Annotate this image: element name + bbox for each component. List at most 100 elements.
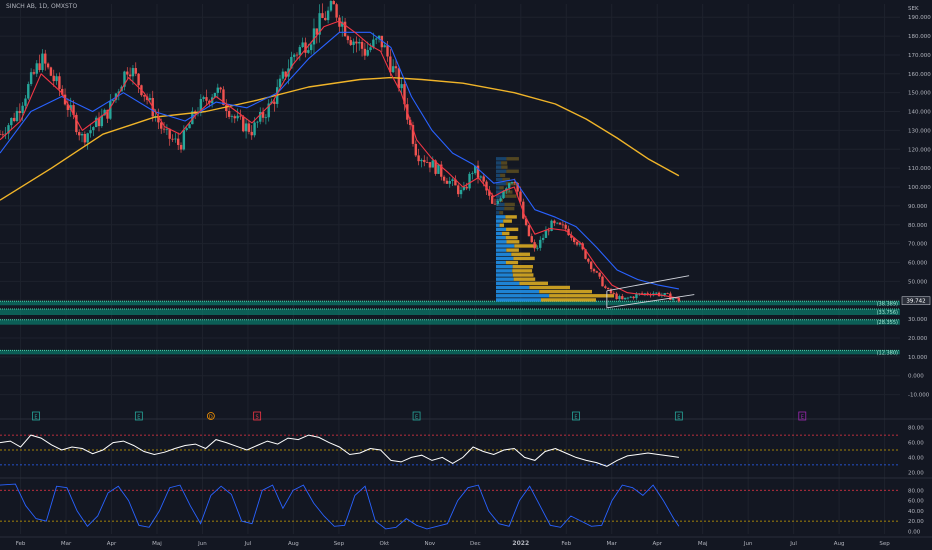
volume-profile-bar-down bbox=[503, 190, 513, 194]
upcoming-marker bbox=[798, 411, 807, 421]
candle-body bbox=[539, 239, 542, 248]
stoch-line bbox=[0, 483, 680, 530]
sma-long-line bbox=[0, 76, 680, 201]
candle-body bbox=[386, 45, 389, 57]
volume-profile-bar-up bbox=[496, 248, 507, 252]
candle-body bbox=[372, 39, 375, 48]
candle-body bbox=[188, 124, 191, 129]
candle-body bbox=[556, 222, 559, 224]
candle-body bbox=[117, 91, 120, 94]
candle-body bbox=[377, 35, 381, 39]
volume-profile-bar-down bbox=[504, 206, 515, 211]
candle-body bbox=[567, 228, 570, 236]
volume-profile-bar-up bbox=[496, 244, 515, 248]
candle-body bbox=[394, 66, 398, 69]
candle-body bbox=[222, 89, 225, 106]
candle-body bbox=[157, 116, 160, 123]
candle-body bbox=[423, 159, 426, 163]
volume-profile-bar-down bbox=[506, 157, 519, 161]
candle-body bbox=[264, 117, 268, 119]
stoch-pane: 0.00 20.00 40.00 60.00 80.00 bbox=[0, 483, 924, 535]
price-tick-label: 70.000 bbox=[908, 242, 928, 248]
volume-profile-bar-down bbox=[506, 169, 519, 173]
candle-body bbox=[573, 237, 576, 242]
candle-body bbox=[454, 179, 457, 186]
candle-body bbox=[324, 17, 327, 21]
time-tick-label: Dec bbox=[470, 541, 481, 547]
volume-profile-bar-up bbox=[496, 161, 502, 165]
candle-body bbox=[21, 105, 24, 113]
candle-body bbox=[380, 35, 384, 48]
candle-body bbox=[355, 41, 358, 44]
candle-body bbox=[329, 1, 333, 11]
candle-body bbox=[635, 293, 638, 299]
candle-body bbox=[530, 236, 533, 243]
candle-body bbox=[49, 67, 53, 76]
candle-body bbox=[341, 21, 344, 27]
candle-body bbox=[411, 124, 415, 144]
price-tick-label: 60.000 bbox=[908, 260, 928, 266]
candle-body bbox=[202, 97, 205, 99]
candle-body bbox=[253, 122, 256, 136]
price-tick-label: 0.000 bbox=[908, 374, 924, 380]
candle-body bbox=[52, 75, 55, 82]
candle-body bbox=[109, 100, 112, 119]
volume-profile-bar-down bbox=[501, 161, 508, 165]
candle-body bbox=[177, 138, 180, 145]
candle-body bbox=[496, 200, 500, 204]
candle-body bbox=[375, 38, 378, 40]
candle-body bbox=[44, 53, 47, 64]
candle-body bbox=[18, 110, 21, 113]
split-marker bbox=[253, 411, 262, 421]
candle-body bbox=[94, 117, 98, 128]
volume-profile-bar-down bbox=[512, 265, 533, 269]
candle-body bbox=[69, 105, 72, 110]
candle-body bbox=[179, 144, 183, 150]
event-marker-label: E bbox=[137, 415, 140, 421]
ema-fast-line bbox=[0, 20, 679, 299]
candle-body bbox=[24, 98, 27, 106]
candle-body bbox=[598, 272, 601, 277]
support-zones: (38.389) (33.756) (28.355) (12.380) bbox=[0, 300, 900, 356]
candle-body bbox=[41, 53, 44, 71]
volume-profile-bar-down bbox=[541, 298, 596, 302]
volume-profile-bar-up bbox=[496, 157, 507, 161]
time-tick-label: Sep bbox=[334, 541, 345, 547]
time-tick-label: Feb bbox=[561, 541, 571, 547]
candle-body bbox=[618, 296, 621, 300]
candle-body bbox=[606, 287, 610, 290]
candle-body bbox=[564, 224, 567, 229]
candle-body bbox=[663, 293, 666, 295]
last-price-tag bbox=[901, 296, 931, 305]
candle-body bbox=[575, 241, 579, 245]
candle-body bbox=[307, 50, 310, 53]
candle-body bbox=[519, 191, 522, 202]
candle-body bbox=[550, 220, 553, 231]
volume-profile-bar-up bbox=[496, 289, 540, 294]
candle-body bbox=[400, 84, 403, 89]
candle-body bbox=[295, 54, 299, 56]
candle-body bbox=[244, 123, 248, 132]
candle-body bbox=[589, 261, 593, 270]
candle-body bbox=[343, 21, 347, 37]
volume-profile-bar-down bbox=[506, 227, 519, 232]
candle-body bbox=[134, 68, 137, 74]
candle-body bbox=[507, 183, 511, 189]
volume-profile bbox=[496, 157, 614, 302]
candle-body bbox=[595, 271, 599, 273]
volume-profile-bar-down bbox=[512, 273, 534, 277]
price-tick-label: 190.000 bbox=[908, 15, 931, 21]
support-zone-band bbox=[0, 319, 900, 325]
event-marker-label: D bbox=[209, 415, 213, 421]
volume-profile-bar-down bbox=[502, 231, 510, 236]
time-tick-label: Maj bbox=[152, 541, 162, 547]
candle-body bbox=[66, 104, 70, 110]
volume-profile-bar-up bbox=[496, 227, 507, 232]
time-tick-label: Maj bbox=[698, 541, 708, 547]
time-tick-label: Apr bbox=[652, 541, 662, 547]
candle-body bbox=[352, 41, 355, 45]
volume-profile-bar-down bbox=[512, 269, 533, 273]
volume-profile-bar-down bbox=[513, 256, 535, 261]
